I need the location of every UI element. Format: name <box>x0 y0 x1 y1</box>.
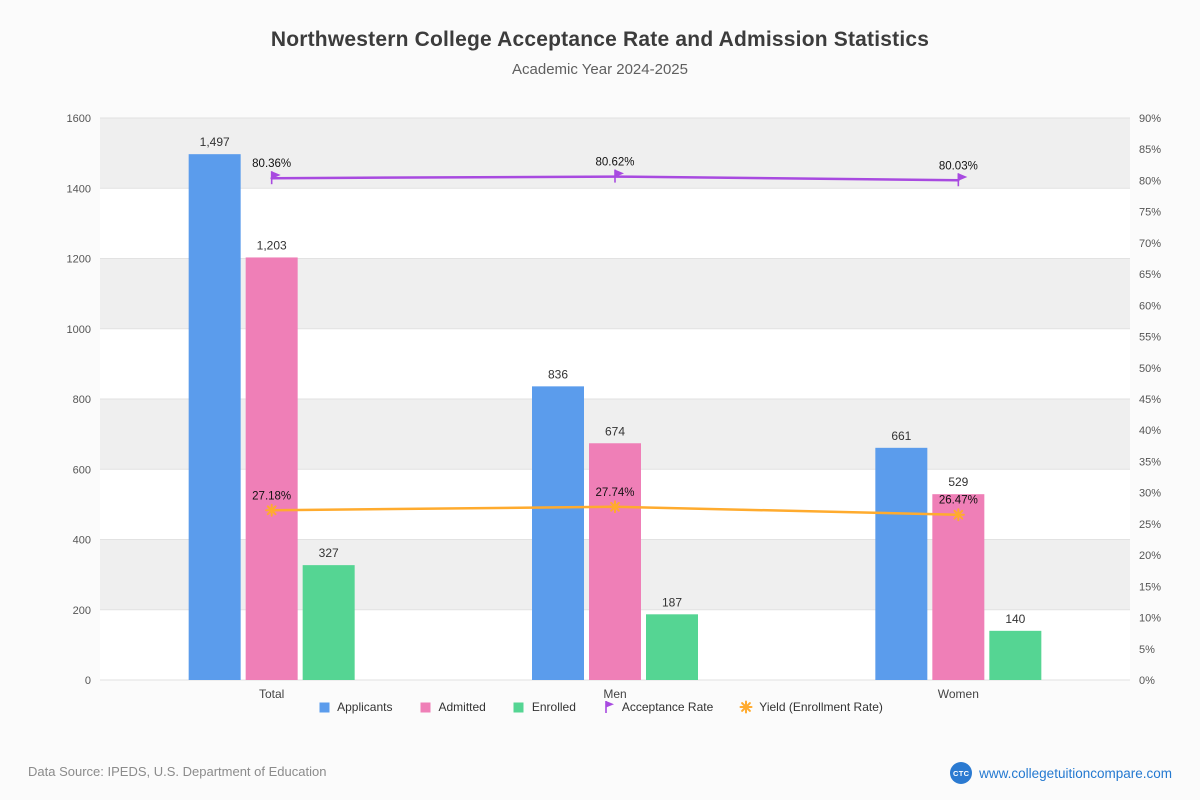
svg-text:1200: 1200 <box>67 254 91 266</box>
legend-label-admitted: Admitted <box>438 700 486 714</box>
svg-text:400: 400 <box>73 535 91 547</box>
svg-text:140: 140 <box>1005 612 1025 626</box>
website-url: www.collegetuitioncompare.com <box>979 765 1172 781</box>
svg-text:25%: 25% <box>1139 519 1161 531</box>
svg-text:20%: 20% <box>1139 550 1161 562</box>
svg-text:Women: Women <box>938 687 979 700</box>
svg-text:1600: 1600 <box>67 113 91 125</box>
svg-text:600: 600 <box>73 464 91 476</box>
data-source-note: Data Source: IPEDS, U.S. Department of E… <box>28 764 327 779</box>
svg-text:200: 200 <box>73 605 91 617</box>
svg-text:327: 327 <box>319 546 339 560</box>
applicants-swatch-icon <box>317 700 331 714</box>
svg-text:0%: 0% <box>1139 675 1155 687</box>
acceptance-rate-flag-icon <box>602 700 616 714</box>
svg-text:40%: 40% <box>1139 425 1161 437</box>
yield-star-icon <box>739 700 753 714</box>
svg-text:Total: Total <box>259 687 284 700</box>
admitted-swatch-icon <box>418 700 432 714</box>
svg-text:60%: 60% <box>1139 300 1161 312</box>
enrolled-swatch-icon <box>512 700 526 714</box>
legend-label-acceptance-rate: Acceptance Rate <box>621 700 714 714</box>
ctc-logo-icon: CTC <box>950 762 973 784</box>
chart-subtitle: Academic Year 2024-2025 <box>512 61 688 78</box>
svg-text:30%: 30% <box>1139 488 1161 500</box>
svg-text:70%: 70% <box>1139 238 1161 250</box>
legend-item-admitted[interactable]: Admitted <box>418 700 486 714</box>
svg-text:27.18%: 27.18% <box>252 490 291 502</box>
svg-text:674: 674 <box>605 424 625 438</box>
svg-text:80%: 80% <box>1139 175 1161 187</box>
svg-text:80.36%: 80.36% <box>252 158 291 170</box>
svg-text:1,203: 1,203 <box>257 238 287 252</box>
svg-text:80.03%: 80.03% <box>939 160 978 172</box>
svg-text:90%: 90% <box>1139 113 1161 125</box>
legend-item-enrolled[interactable]: Enrolled <box>512 700 576 714</box>
chart-legend: Applicants Admitted Enrolled Acceptance … <box>0 700 1200 714</box>
svg-text:35%: 35% <box>1139 456 1161 468</box>
svg-text:50%: 50% <box>1139 363 1161 375</box>
svg-text:0: 0 <box>85 675 91 687</box>
website-link[interactable]: CTC www.collegetuitioncompare.com <box>950 762 1172 784</box>
svg-text:661: 661 <box>891 429 911 443</box>
legend-item-yield[interactable]: Yield (Enrollment Rate) <box>739 700 883 714</box>
admissions-chart: 1,497 836 661 1,203 674 529 327 187 140 80.36% 80.… <box>67 113 1162 700</box>
legend-label-enrolled: Enrolled <box>531 700 576 714</box>
legend-label-yield: Yield (Enrollment Rate) <box>759 700 883 714</box>
svg-text:187: 187 <box>662 595 682 609</box>
svg-text:15%: 15% <box>1139 581 1161 593</box>
svg-text:800: 800 <box>73 394 91 406</box>
svg-text:85%: 85% <box>1139 144 1161 156</box>
svg-text:836: 836 <box>548 367 568 381</box>
legend-item-acceptance-rate[interactable]: Acceptance Rate <box>602 700 713 714</box>
svg-text:10%: 10% <box>1139 613 1161 625</box>
svg-text:1,497: 1,497 <box>200 135 230 149</box>
legend-item-applicants[interactable]: Applicants <box>317 700 392 714</box>
svg-text:1000: 1000 <box>67 324 91 336</box>
svg-text:5%: 5% <box>1139 644 1155 656</box>
svg-text:529: 529 <box>948 475 968 489</box>
svg-text:75%: 75% <box>1139 207 1161 219</box>
chart-title: Northwestern College Acceptance Rate and… <box>270 28 930 51</box>
legend-label-applicants: Applicants <box>337 700 393 714</box>
svg-text:1400: 1400 <box>67 183 91 195</box>
svg-text:55%: 55% <box>1139 332 1161 344</box>
svg-text:Men: Men <box>603 687 626 700</box>
svg-text:65%: 65% <box>1139 269 1161 281</box>
svg-text:27.74%: 27.74% <box>595 487 634 499</box>
svg-text:80.62%: 80.62% <box>595 157 634 169</box>
svg-text:45%: 45% <box>1139 394 1161 406</box>
svg-text:26.47%: 26.47% <box>939 495 978 507</box>
